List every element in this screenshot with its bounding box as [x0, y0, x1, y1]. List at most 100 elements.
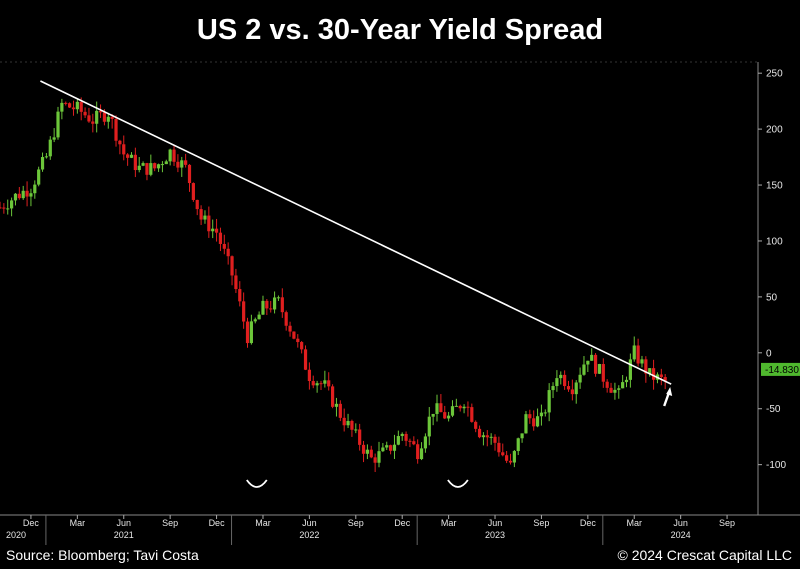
- candle-body: [303, 349, 308, 370]
- candle-body: [98, 110, 103, 113]
- candle-body: [593, 354, 598, 374]
- candle-body: [385, 445, 389, 448]
- candle-body: [307, 369, 311, 382]
- candle-body: [71, 107, 76, 110]
- x-tick-label: Sep: [162, 518, 178, 528]
- candle-body: [404, 433, 408, 441]
- candle-body: [621, 382, 625, 389]
- x-tick-label: Mar: [441, 518, 457, 528]
- candle-body: [354, 429, 358, 431]
- x-tick-label: Dec: [23, 518, 40, 528]
- candle-body: [141, 163, 145, 166]
- candle-body: [114, 118, 118, 141]
- y-tick-label: 0: [766, 348, 772, 359]
- x-year-label: 2024: [671, 530, 691, 540]
- double-bottom-marker: [246, 479, 268, 488]
- candle-body: [315, 383, 319, 386]
- candle-body: [663, 377, 667, 381]
- candle-body: [423, 436, 428, 449]
- candle-body: [559, 374, 563, 379]
- candle-body: [176, 161, 180, 168]
- candle-body: [508, 460, 513, 463]
- candle-body: [75, 101, 79, 110]
- candle-body: [659, 374, 663, 378]
- candle-body: [91, 121, 95, 124]
- candle-body: [474, 421, 478, 429]
- candle-body: [555, 378, 559, 387]
- candle-body: [218, 232, 223, 244]
- y-tick-label: 150: [766, 181, 783, 192]
- candle-body: [485, 435, 489, 438]
- x-year-label: 2020: [6, 530, 26, 540]
- candle-body: [211, 228, 215, 232]
- candle-body: [118, 140, 122, 145]
- candle-body: [327, 380, 331, 387]
- candle-body: [64, 102, 68, 104]
- candle-body: [2, 207, 6, 209]
- candle-body: [226, 248, 230, 257]
- x-tick-label: Jun: [116, 518, 131, 528]
- candle-body: [447, 415, 451, 419]
- candle-body: [48, 139, 52, 157]
- x-tick-label: Jun: [488, 518, 503, 528]
- y-tick-label: 200: [766, 125, 783, 136]
- x-tick-label: Mar: [70, 518, 86, 528]
- chart-frame: [0, 61, 800, 516]
- candle-body: [284, 312, 288, 326]
- double-bottom-marker: [447, 479, 469, 488]
- candle-body: [44, 156, 49, 158]
- candle-body: [234, 275, 238, 290]
- candle-body: [636, 345, 640, 364]
- candle-body: [505, 455, 509, 461]
- candle-body: [597, 364, 602, 374]
- candle-body: [582, 364, 586, 375]
- y-tick-label: 50: [766, 292, 778, 303]
- candle-body: [342, 417, 346, 426]
- candle-body: [68, 103, 72, 108]
- candle-body: [551, 386, 555, 391]
- candle-body: [110, 116, 114, 119]
- candle-body: [470, 407, 474, 422]
- x-tick-label: Jun: [302, 518, 317, 528]
- candle-body: [52, 137, 56, 140]
- candle-body: [207, 215, 211, 232]
- candle-body: [373, 457, 377, 463]
- candle-body: [338, 403, 342, 418]
- candle-body: [458, 405, 462, 409]
- candle-body: [83, 111, 87, 116]
- x-tick-label: Dec: [394, 518, 411, 528]
- candle-body: [37, 169, 41, 185]
- candle-body: [443, 412, 447, 419]
- candle-body: [435, 403, 439, 414]
- x-year-label: 2021: [114, 530, 134, 540]
- candle-body: [10, 200, 14, 209]
- candle-body: [520, 433, 524, 439]
- candle-body: [199, 209, 203, 220]
- candle-body: [129, 154, 134, 158]
- candle-body: [133, 154, 137, 171]
- candle-body: [524, 414, 528, 434]
- candle-body: [419, 448, 424, 460]
- candle-body: [601, 364, 605, 382]
- candle-body: [590, 354, 594, 361]
- candle-body: [160, 164, 165, 166]
- candle-body: [644, 359, 648, 374]
- candle-body: [21, 190, 25, 199]
- candle-body: [276, 297, 281, 299]
- candle-body: [238, 289, 242, 302]
- x-tick-label: Dec: [580, 518, 597, 528]
- candle-body: [365, 449, 369, 454]
- candle-body: [566, 386, 571, 390]
- x-tick-label: Sep: [348, 518, 364, 528]
- x-axis: Dec Mar Jun Sep Dec Mar Jun Sep Dec Mar Jun Sep Dec M…: [6, 515, 735, 545]
- candle-body: [187, 164, 192, 184]
- y-tick-label: 250: [766, 69, 783, 80]
- candle-body: [439, 403, 443, 413]
- candle-body: [532, 418, 536, 427]
- candle-body: [396, 436, 400, 445]
- candle-body: [106, 116, 110, 122]
- candle-body: [203, 215, 207, 220]
- candle-body: [126, 154, 130, 158]
- candle-body: [79, 101, 83, 112]
- copyright-note: © 2024 Crescat Capital LLC: [617, 547, 792, 563]
